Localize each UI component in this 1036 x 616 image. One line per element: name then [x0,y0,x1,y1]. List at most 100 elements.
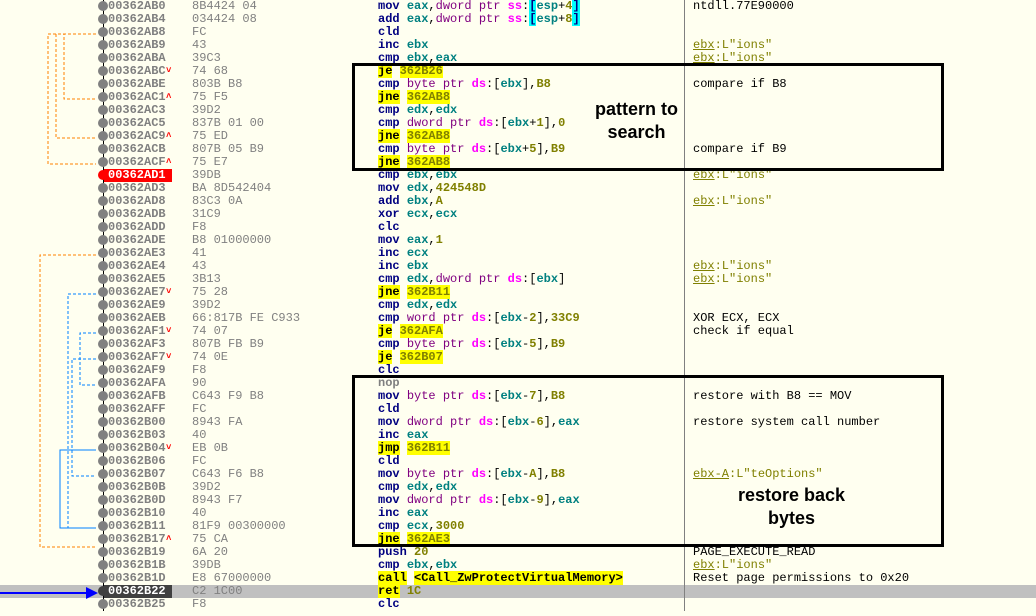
arrow-gutter [0,260,104,273]
arrow-gutter [0,221,104,234]
arrow-gutter [0,403,104,416]
comment-cell [684,442,1036,455]
jump-direction-icon: ˄ [166,157,171,167]
arrow-gutter [0,442,104,455]
arrow-gutter [0,598,104,611]
breakpoint-dot[interactable] [98,508,108,518]
breakpoint-dot[interactable] [98,378,108,388]
breakpoint-dot[interactable] [98,27,108,37]
breakpoint-dot[interactable] [98,274,108,284]
arrow-gutter [0,312,104,325]
breakpoint-dot[interactable] [98,365,108,375]
breakpoint-dot[interactable] [98,469,108,479]
arrow-gutter [0,572,104,585]
breakpoint-dot[interactable] [98,14,108,24]
breakpoint-dot[interactable] [98,1,108,11]
breakpoint-dot[interactable] [98,209,108,219]
arrow-gutter [0,351,104,364]
comment-cell [684,507,1036,520]
comment-cell [684,13,1036,26]
comment-cell [684,234,1036,247]
breakpoint-dot[interactable] [98,599,108,609]
comment-cell: compare if B8 [684,78,1036,91]
arrow-gutter [0,156,104,169]
breakpoint-dot[interactable] [98,573,108,583]
comment-cell: ebx-A:L"teOptions" [684,468,1036,481]
jump-direction-icon: ˅ [166,287,171,297]
arrow-gutter [0,494,104,507]
arrow-gutter [0,13,104,26]
breakpoint-dot[interactable] [98,430,108,440]
arrow-gutter [0,377,104,390]
arrow-gutter [0,169,104,182]
comment-cell [684,520,1036,533]
arrow-gutter [0,65,104,78]
breakpoint-dot[interactable] [98,53,108,63]
breakpoint-dot[interactable] [98,183,108,193]
comment-cell: Reset page permissions to 0x20 [684,572,1036,585]
arrow-gutter [0,585,104,598]
breakpoint-dot[interactable] [98,352,108,362]
comment-cell [684,117,1036,130]
breakpoint-dot[interactable] [98,261,108,271]
comment-cell: check if equal [684,325,1036,338]
breakpoint-dot[interactable] [98,79,108,89]
disassembly-listing: 00362AB08B4424 04mov eax,dword ptr ss:[e… [0,0,1036,611]
breakpoint-dot[interactable] [98,586,108,596]
comment-cell [684,598,1036,611]
breakpoint-dot[interactable] [98,443,108,453]
breakpoint-dot[interactable] [98,456,108,466]
comment-cell [684,351,1036,364]
annotation-label: pattern to search [595,98,678,145]
comment-cell: ebx:L"ions" [684,195,1036,208]
breakpoint-dot[interactable] [98,248,108,258]
breakpoint-dot[interactable] [98,222,108,232]
address-cell: 00362B25 [104,598,172,611]
arrow-gutter [0,39,104,52]
arrow-gutter [0,208,104,221]
arrow-gutter [0,26,104,39]
breakpoint-dot[interactable] [98,170,108,180]
breakpoint-dot[interactable] [98,157,108,167]
breakpoint-dot[interactable] [98,66,108,76]
breakpoint-dot[interactable] [98,534,108,544]
breakpoint-dot[interactable] [98,313,108,323]
breakpoint-dot[interactable] [98,40,108,50]
breakpoint-dot[interactable] [98,131,108,141]
disasm-row[interactable]: 00362B25F8clc [0,598,1036,611]
arrow-gutter [0,533,104,546]
breakpoint-dot[interactable] [98,118,108,128]
comment-cell [684,585,1036,598]
arrow-gutter [0,559,104,572]
breakpoint-dot[interactable] [98,560,108,570]
arrow-gutter [0,0,104,13]
breakpoint-dot[interactable] [98,300,108,310]
breakpoint-dot[interactable] [98,391,108,401]
breakpoint-dot[interactable] [98,482,108,492]
comment-cell [684,221,1036,234]
arrow-gutter [0,52,104,65]
annotation-label: restore back bytes [738,484,845,531]
breakpoint-dot[interactable] [98,339,108,349]
arrow-gutter [0,416,104,429]
jump-direction-icon: ˄ [166,92,171,102]
arrow-gutter [0,234,104,247]
breakpoint-dot[interactable] [98,235,108,245]
breakpoint-dot[interactable] [98,547,108,557]
breakpoint-dot[interactable] [98,326,108,336]
breakpoint-dot[interactable] [98,144,108,154]
arrow-gutter [0,520,104,533]
breakpoint-dot[interactable] [98,196,108,206]
breakpoint-dot[interactable] [98,495,108,505]
breakpoint-dot[interactable] [98,404,108,414]
breakpoint-dot[interactable] [98,92,108,102]
comment-cell: ebx:L"ions" [684,169,1036,182]
breakpoint-dot[interactable] [98,105,108,115]
breakpoint-dot[interactable] [98,287,108,297]
breakpoint-dot[interactable] [98,521,108,531]
arrow-gutter [0,507,104,520]
jump-direction-icon: ˄ [166,534,171,544]
arrow-gutter [0,91,104,104]
breakpoint-dot[interactable] [98,417,108,427]
arrow-gutter [0,78,104,91]
